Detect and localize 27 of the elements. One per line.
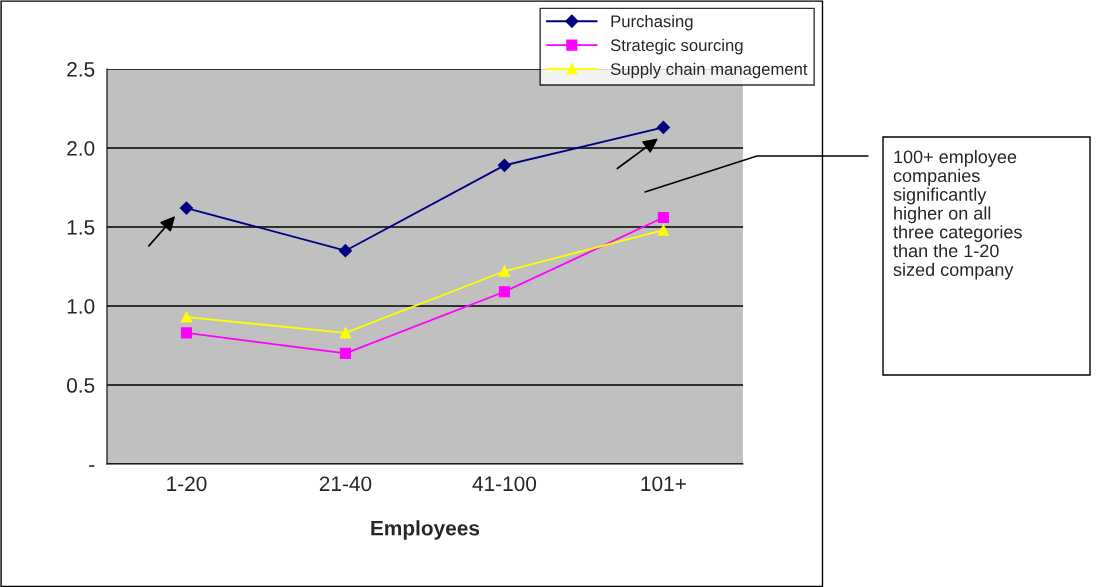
- y-tick-label: 2.0: [67, 140, 95, 156]
- point: [657, 211, 669, 224]
- legend-label: Strategic sourcing: [610, 38, 743, 55]
- point: [339, 347, 351, 359]
- legend-label: Purchasing: [611, 15, 693, 31]
- point: [497, 158, 512, 172]
- x-tick-label: 1-20: [167, 476, 207, 492]
- x-tick-label: 21-40: [319, 476, 372, 492]
- y-tick-label: 0.5: [67, 378, 95, 393]
- point: [656, 120, 670, 135]
- x-axis-title: Employees: [371, 520, 480, 540]
- legend-label: Supply chain management: [610, 62, 808, 79]
- x-tick-label: 41-100: [472, 476, 537, 492]
- point: [180, 327, 193, 339]
- point: [338, 244, 353, 258]
- point: [657, 224, 669, 236]
- point: [339, 327, 351, 339]
- y-tick-label: 1.5: [67, 220, 95, 235]
- text: 100+ employee companies significantly higher on all three categories than the 1-20 sized company: [893, 150, 1022, 280]
- point: [179, 201, 194, 215]
- point: [498, 265, 510, 277]
- point: [180, 311, 193, 323]
- y-tick-label: 2.5: [67, 61, 95, 77]
- x-tick-label: 101+: [641, 476, 686, 492]
- y-tick-label: 1.0: [67, 299, 95, 314]
- y-tick-label: -: [89, 465, 95, 467]
- point: [498, 286, 510, 298]
